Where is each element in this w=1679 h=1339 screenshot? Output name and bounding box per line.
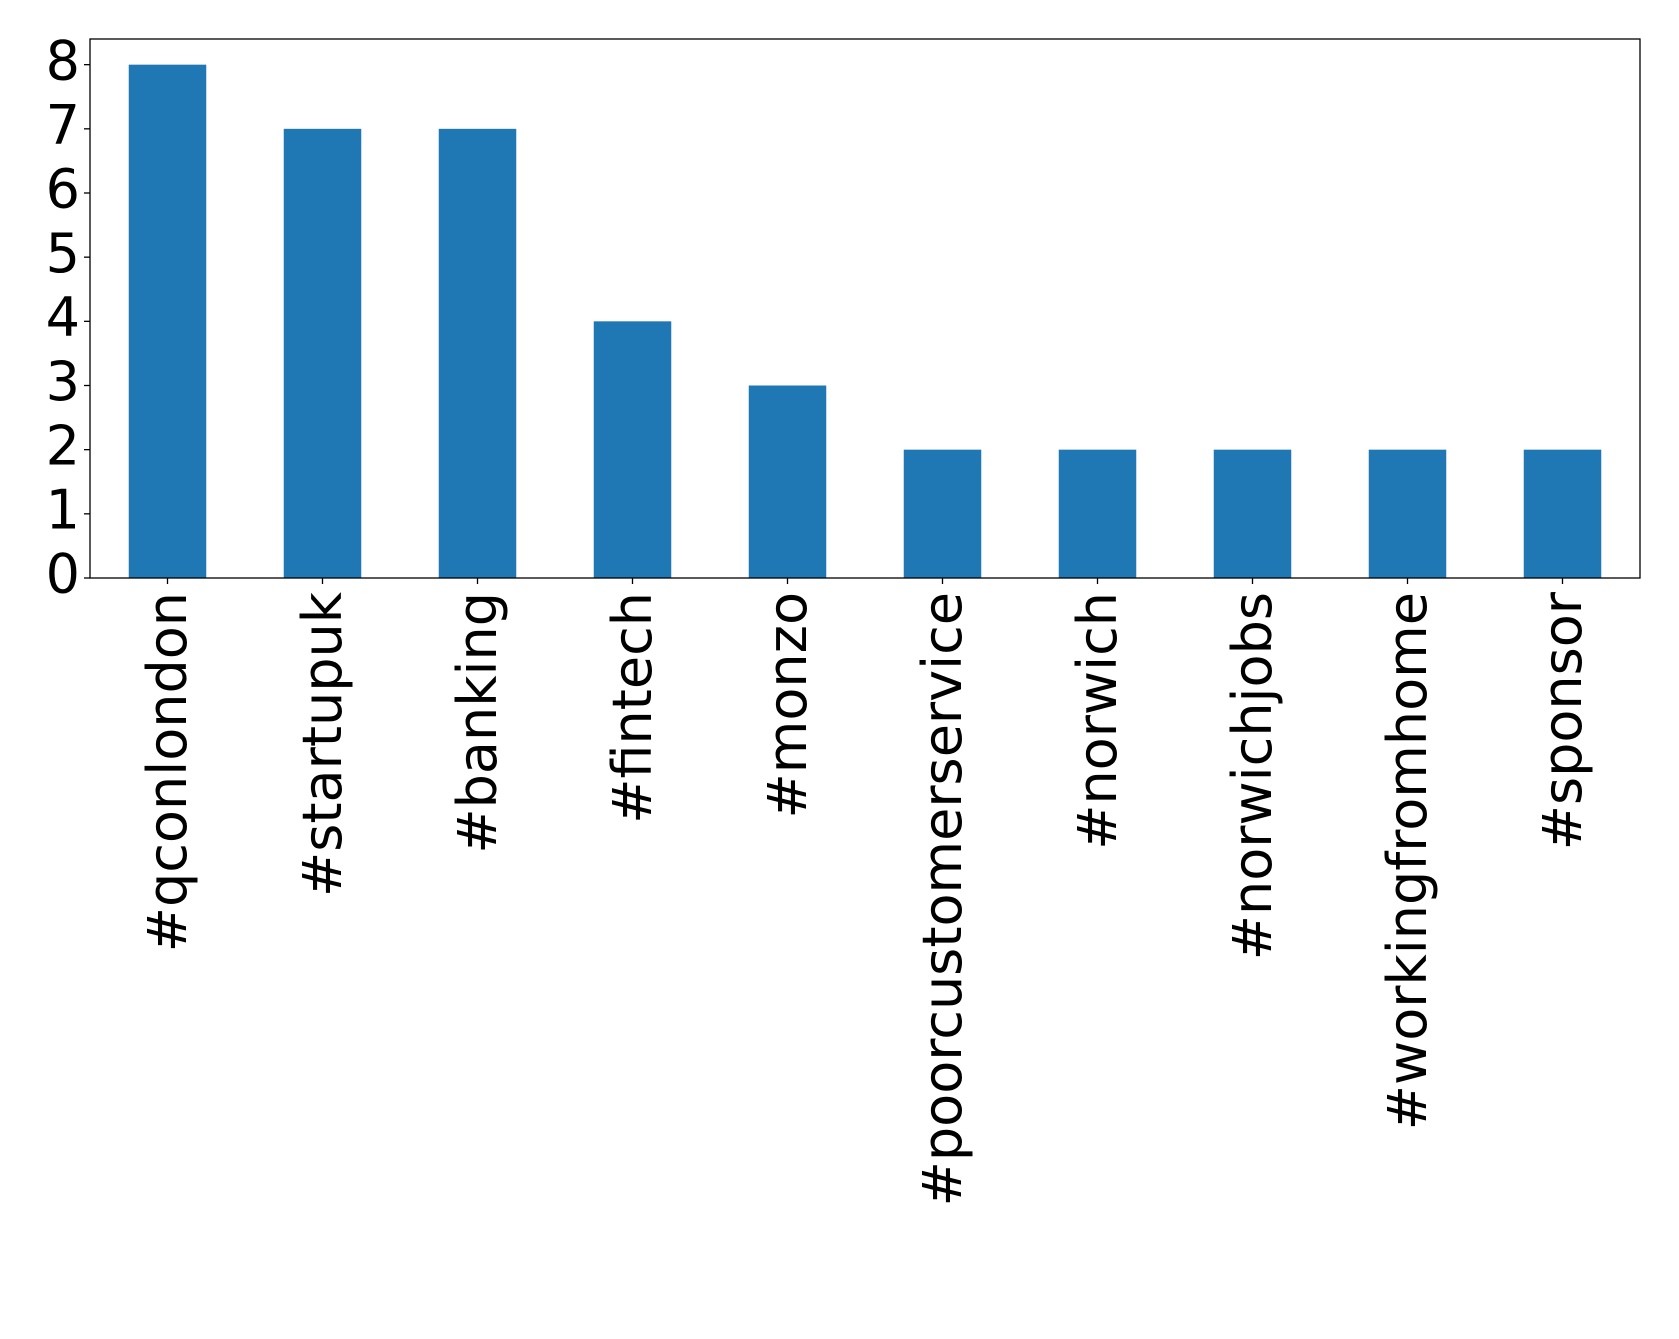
y-tick-label: 0: [46, 543, 80, 606]
y-tick-label: 4: [46, 286, 80, 349]
x-tick-label: #banking: [446, 592, 509, 854]
x-tick-label: #norwich: [1066, 592, 1129, 850]
y-tick-label: 5: [46, 222, 80, 285]
bar: [1368, 449, 1447, 578]
y-tick-label: 8: [46, 29, 80, 92]
bar: [1058, 449, 1137, 578]
x-tick-label: #workingfromhome: [1376, 592, 1439, 1130]
bar: [1213, 449, 1292, 578]
x-tick-label: #qconlondon: [136, 592, 199, 952]
x-tick-label: #sponsor: [1531, 591, 1594, 850]
plot-frame: [89, 38, 1641, 579]
bar: [593, 321, 672, 578]
x-tick-label: #norwichjobs: [1221, 592, 1284, 960]
y-tick-label: 1: [46, 478, 80, 541]
y-tick-label: 3: [46, 350, 80, 413]
x-tick-label: #poorcustomerservice: [911, 592, 974, 1206]
bar: [283, 128, 362, 579]
y-tick-label: 6: [46, 158, 80, 221]
y-tick-label: 7: [46, 93, 80, 156]
x-tick-label: #fintech: [601, 592, 664, 824]
y-tick-label: 2: [46, 414, 80, 477]
bar: [128, 64, 207, 578]
bar: [748, 385, 827, 578]
bar: [438, 128, 517, 579]
x-tick-label: #monzo: [756, 592, 819, 819]
x-tick-label: #startupuk: [291, 591, 354, 897]
bar: [1523, 449, 1602, 578]
bar: [903, 449, 982, 578]
